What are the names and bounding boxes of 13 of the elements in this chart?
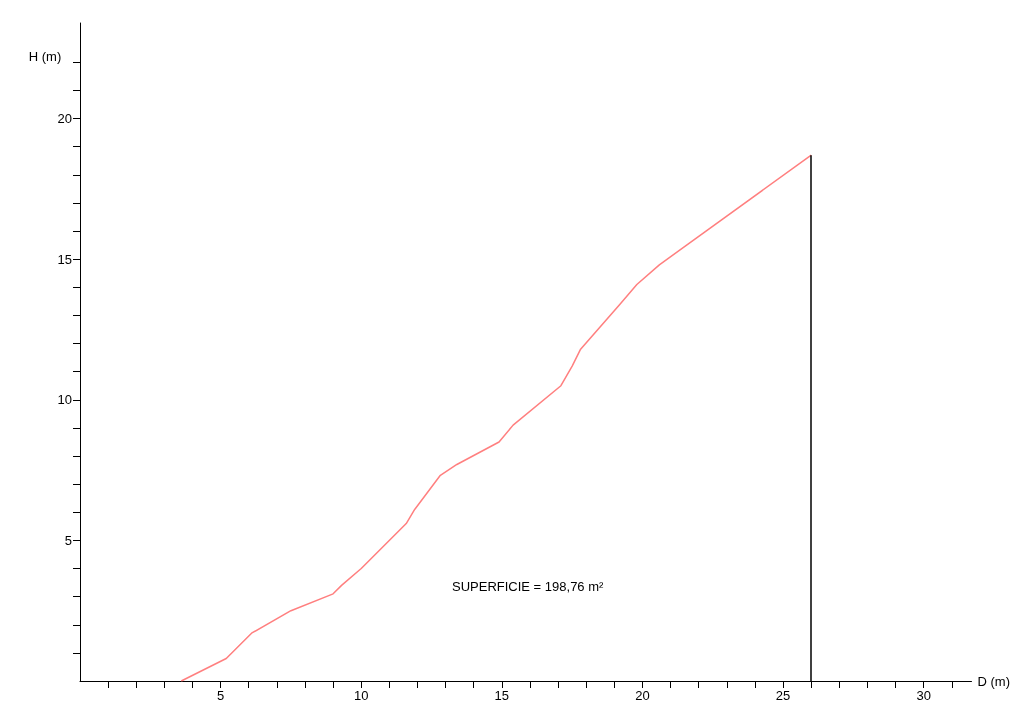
y-tick-label: 15 bbox=[57, 251, 72, 267]
x-tick-label: 10 bbox=[354, 688, 369, 703]
y-tick-label: 10 bbox=[57, 392, 72, 408]
x-tick-label: 15 bbox=[494, 688, 510, 703]
y-tick-label: 5 bbox=[64, 532, 72, 548]
x-tick-label: 5 bbox=[217, 688, 225, 703]
y-tick-label: 20 bbox=[57, 111, 72, 127]
annotation: SUPERFICIE = 198,76 m² bbox=[452, 579, 605, 594]
x-tick-label: 20 bbox=[635, 688, 650, 703]
y-axis-title: H (m) bbox=[28, 49, 62, 64]
x-axis-title: D (m) bbox=[977, 673, 1011, 689]
x-tick-label: 30 bbox=[916, 688, 931, 703]
x-tick-label: 25 bbox=[775, 688, 791, 703]
